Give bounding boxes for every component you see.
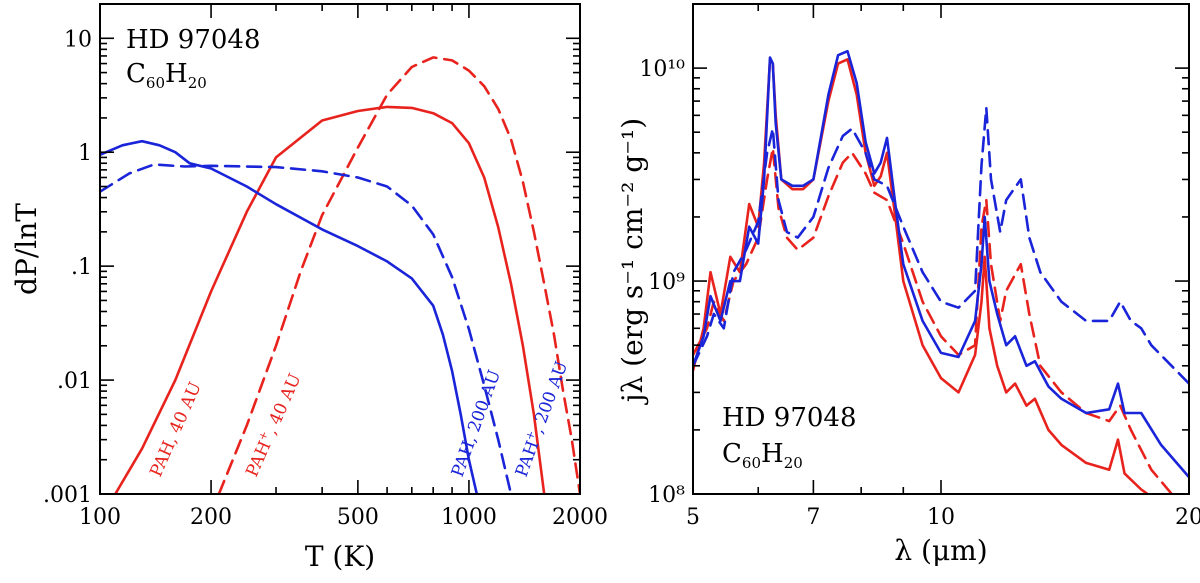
left-y-tick-label: 10: [64, 27, 92, 52]
right-annotation-molecule: C60H20: [722, 439, 803, 472]
left-series-pah-40-au: [217, 56, 580, 494]
left-y-tick-label: .01: [57, 369, 92, 394]
right-y-axis-title: jλ (erg s⁻¹ cm⁻² g⁻¹): [616, 118, 649, 405]
right-series-group: [693, 49, 1189, 494]
right-annotation-star: HD 97048: [722, 403, 857, 433]
left-plot-frame: [99, 3, 581, 495]
left-series-group: [100, 56, 580, 494]
left-y-tick-label: .001: [43, 483, 92, 508]
right-x-tick-label: 7: [806, 505, 820, 530]
left-series-pah-40-au: [114, 105, 546, 494]
right-y-tick-label: 10⁹: [648, 270, 685, 295]
right-x-tick-label: 20: [1175, 505, 1200, 530]
left-annotation-molecule: C60H20: [126, 59, 207, 92]
left-x-tick-label: 1000: [441, 505, 497, 530]
left-series-pah-200-au: [100, 163, 513, 494]
right-x-tick-label: 10: [927, 505, 955, 530]
right-x-tick-label: 5: [686, 505, 700, 530]
left-x-tick-label: 2000: [552, 505, 608, 530]
right-x-axis-title: λ (μm): [894, 534, 987, 567]
left-y-tick-label: .1: [71, 255, 92, 280]
curve-label-pah-40au: PAH, 40 AU: [146, 379, 206, 480]
left-ticks-group: 100 200 500 1000 2000 .001 .01 .1 1 10: [43, 3, 608, 530]
right-ticks-group: 5 7 10 20 10⁸ 10⁹ 10¹⁰: [639, 3, 1200, 530]
left-x-tick-label: 200: [190, 505, 232, 530]
left-y-axis-title: dP/lnT: [10, 203, 43, 295]
left-y-tick-label: 1: [78, 141, 92, 166]
left-series-pah-200-au: [100, 139, 479, 494]
left-x-tick-label: 100: [79, 505, 121, 530]
left-annotation-star: HD 97048: [126, 25, 261, 55]
curve-label-pahplus-40au: PAH+, 40 AU: [240, 370, 305, 480]
curve-label-pah-200au: PAH, 200 AU: [448, 367, 505, 479]
right-series-pah-200-au: [693, 106, 1189, 385]
right-plot-frame: [692, 3, 1190, 495]
left-chart: 100 200 500 1000 2000 .001 .01 .1 1 10 HD 97048 C…: [10, 3, 608, 573]
right-y-tick-label: 10⁸: [648, 483, 685, 508]
left-x-tick-label: 500: [337, 505, 379, 530]
left-x-axis-title: T (K): [305, 540, 375, 573]
right-y-tick-label: 10¹⁰: [639, 57, 685, 82]
